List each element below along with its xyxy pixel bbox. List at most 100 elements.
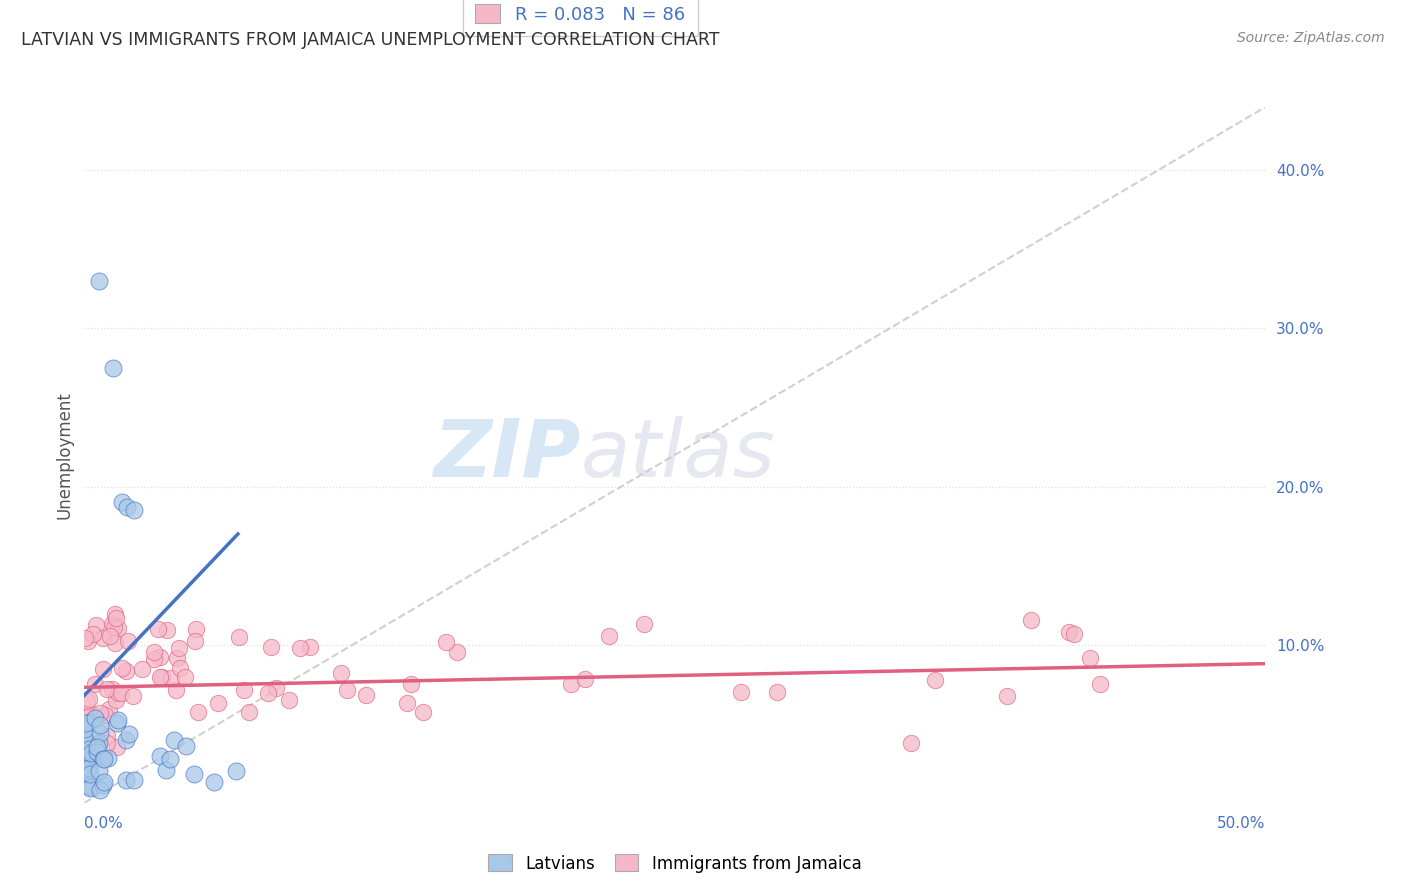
Point bbox=[277, 693, 299, 707]
Point bbox=[101, 360, 124, 375]
Point bbox=[77, 761, 100, 775]
Point bbox=[900, 736, 922, 750]
Text: 50.0%: 50.0% bbox=[1218, 816, 1265, 831]
Point bbox=[122, 689, 145, 703]
Point bbox=[183, 767, 205, 781]
Point bbox=[1078, 651, 1101, 665]
Point bbox=[143, 645, 166, 659]
Point bbox=[93, 775, 115, 789]
Point bbox=[1019, 613, 1042, 627]
Point bbox=[266, 681, 288, 695]
Point bbox=[115, 500, 138, 514]
Point bbox=[155, 763, 177, 777]
Point bbox=[152, 670, 174, 684]
Point bbox=[924, 673, 946, 687]
Point bbox=[202, 775, 225, 789]
Point bbox=[412, 706, 434, 720]
Point bbox=[87, 274, 110, 288]
Point bbox=[89, 783, 111, 797]
Point bbox=[560, 677, 582, 691]
Point bbox=[75, 755, 97, 769]
Point bbox=[131, 663, 153, 677]
Point bbox=[184, 633, 207, 648]
Point bbox=[288, 640, 311, 655]
Text: ZIP: ZIP bbox=[433, 416, 581, 494]
Point bbox=[91, 778, 114, 792]
Point bbox=[84, 711, 107, 725]
Point bbox=[77, 633, 100, 648]
Point bbox=[399, 677, 422, 691]
Point bbox=[80, 772, 103, 786]
Point bbox=[111, 495, 134, 509]
Point bbox=[233, 682, 256, 697]
Point bbox=[165, 683, 187, 698]
Point bbox=[105, 740, 128, 755]
Point bbox=[207, 697, 229, 711]
Point bbox=[77, 779, 100, 793]
Legend: Latvians, Immigrants from Jamaica: Latvians, Immigrants from Jamaica bbox=[482, 847, 868, 880]
Legend: R = 0.273   N = 55, R = 0.083   N = 86: R = 0.273 N = 55, R = 0.083 N = 86 bbox=[463, 0, 699, 37]
Point bbox=[79, 691, 101, 706]
Point bbox=[257, 686, 280, 700]
Point bbox=[117, 634, 139, 648]
Point bbox=[159, 671, 181, 685]
Point bbox=[105, 610, 128, 624]
Point bbox=[159, 751, 181, 765]
Point bbox=[83, 676, 105, 690]
Point bbox=[766, 685, 789, 699]
Point bbox=[114, 665, 136, 679]
Point bbox=[149, 748, 172, 763]
Point bbox=[574, 672, 596, 686]
Point bbox=[86, 740, 108, 755]
Point bbox=[336, 683, 359, 698]
Point bbox=[105, 716, 128, 731]
Text: 0.0%: 0.0% bbox=[84, 816, 124, 831]
Point bbox=[156, 624, 179, 638]
Point bbox=[110, 686, 132, 700]
Point bbox=[143, 652, 166, 666]
Point bbox=[82, 627, 104, 641]
Point bbox=[167, 640, 190, 655]
Point bbox=[76, 754, 98, 768]
Point bbox=[75, 631, 97, 645]
Point bbox=[73, 762, 96, 776]
Point bbox=[97, 701, 120, 715]
Point bbox=[115, 773, 138, 788]
Point bbox=[84, 618, 107, 632]
Point bbox=[1088, 677, 1111, 691]
Point bbox=[94, 707, 117, 722]
Point bbox=[148, 623, 170, 637]
Point bbox=[995, 689, 1018, 703]
Point bbox=[77, 748, 100, 763]
Point bbox=[87, 735, 110, 749]
Point bbox=[98, 629, 121, 643]
Point bbox=[79, 767, 101, 781]
Point bbox=[75, 722, 97, 736]
Point bbox=[91, 752, 114, 766]
Point bbox=[76, 716, 98, 731]
Point bbox=[79, 714, 101, 729]
Point bbox=[446, 644, 468, 658]
Point bbox=[80, 752, 103, 766]
Point bbox=[186, 622, 208, 636]
Point bbox=[104, 636, 127, 650]
Point bbox=[103, 619, 125, 633]
Point bbox=[298, 640, 321, 655]
Point bbox=[169, 661, 191, 675]
Point bbox=[86, 745, 108, 759]
Point bbox=[79, 781, 101, 796]
Point bbox=[1063, 626, 1085, 640]
Point bbox=[100, 617, 122, 632]
Y-axis label: Unemployment: Unemployment bbox=[55, 391, 73, 519]
Text: atlas: atlas bbox=[581, 416, 775, 494]
Point bbox=[77, 729, 100, 743]
Point bbox=[187, 705, 209, 719]
Point bbox=[149, 670, 172, 684]
Point bbox=[89, 764, 111, 779]
Point bbox=[111, 660, 134, 674]
Text: LATVIAN VS IMMIGRANTS FROM JAMAICA UNEMPLOYMENT CORRELATION CHART: LATVIAN VS IMMIGRANTS FROM JAMAICA UNEMP… bbox=[21, 31, 720, 49]
Point bbox=[107, 714, 129, 728]
Point bbox=[97, 751, 120, 765]
Point bbox=[174, 670, 197, 684]
Point bbox=[91, 631, 114, 645]
